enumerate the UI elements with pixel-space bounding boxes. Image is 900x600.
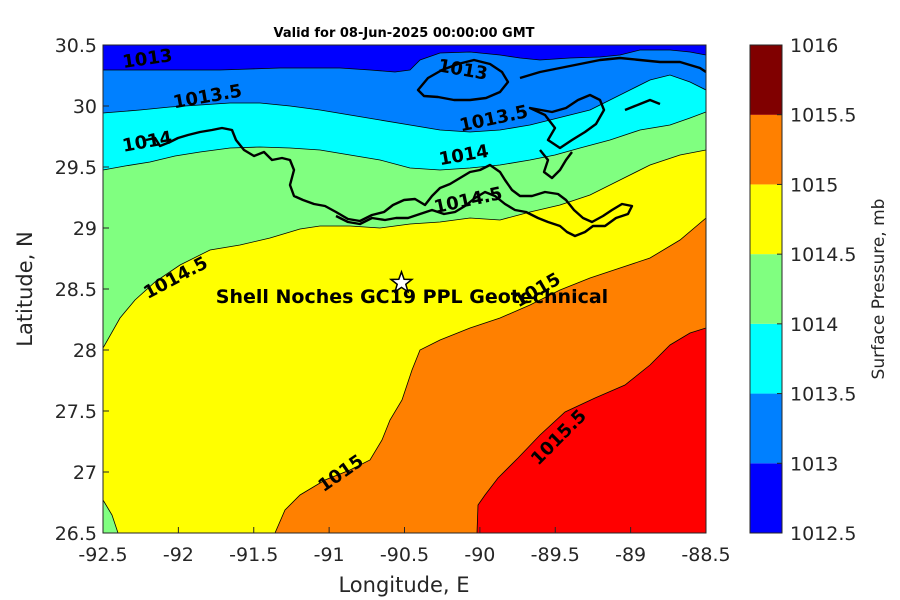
pressure-band-1012-5	[103, 45, 706, 72]
coastline-lake-pontchartrain	[416, 58, 510, 102]
contour-line-1013-5	[103, 74, 706, 133]
contour-line-1013	[103, 49, 706, 73]
colorbar-tick-label: 1013	[790, 453, 838, 475]
y-tick-label: 27	[73, 462, 97, 484]
colorbar-tick-label: 1015	[790, 174, 838, 196]
colorbar-swatch	[750, 114, 782, 185]
colorbar-tick-label: 1013.5	[790, 384, 856, 406]
colorbar-tick-label: 1015.5	[790, 105, 856, 127]
coastline-delta	[528, 93, 606, 150]
y-tick-label: 28	[73, 340, 97, 362]
x-axis: -92.5 -92 -91.5 -91 -90.5 -90 -89.5 -89 -88.5	[78, 527, 731, 566]
colorbar-swatch	[750, 323, 782, 394]
y-tick-label: 28.5	[55, 279, 97, 301]
plot-area: 1013 1013 1013.5 1013.5 1014 1014 1014.5…	[102, 44, 707, 534]
x-tick-label: -89.5	[531, 544, 580, 566]
colorbar: 1016 1015.5 1015 1014.5 1014 1013.5 1013 1012.5	[749, 35, 856, 545]
colorbar-swatch	[750, 45, 782, 115]
coastline-chandeleur	[624, 98, 661, 112]
colorbar-tick-label: 1014.5	[790, 244, 856, 266]
contour-line-1014	[103, 111, 706, 171]
x-tick-label: -92.5	[78, 544, 127, 566]
y-tick-label: 27.5	[55, 401, 97, 423]
x-tick-label: -89	[615, 544, 646, 566]
colorbar-tick-label: 1014	[790, 314, 838, 336]
colorbar-frame	[749, 44, 783, 534]
contour-line-1015-5	[476, 327, 706, 533]
x-tick-label: -88.5	[681, 544, 730, 566]
x-tick-label: -90	[464, 544, 495, 566]
site-star-icon	[388, 269, 414, 294]
colorbar-tick-label: 1016	[790, 35, 838, 57]
x-tick-label: -90.5	[380, 544, 429, 566]
x-tick-label: -91	[314, 544, 345, 566]
colorbar-label: Surface Pressure, mb	[869, 199, 889, 380]
colorbar-swatch	[750, 184, 782, 255]
x-tick-label: -91.5	[229, 544, 278, 566]
site-label: Shell Noches GC19 PPL Geotechnical	[216, 286, 608, 308]
y-axis: 30.5 30 29.5 29 28.5 28 27.5 27 26.5	[55, 35, 109, 545]
pressure-band-1014-lower-left	[103, 500, 118, 533]
colorbar-swatch	[750, 393, 782, 464]
coastline-mississippi-sound	[519, 56, 706, 80]
colorbar-swatch	[750, 254, 782, 324]
y-tick-label: 26.5	[55, 523, 97, 545]
contour-line-1015	[274, 217, 706, 533]
colorbar-swatch	[750, 463, 782, 533]
coastline	[145, 56, 706, 238]
y-tick-label: 29	[73, 218, 97, 240]
coastline-main	[145, 126, 634, 238]
x-axis-label: Longitude, E	[338, 573, 469, 597]
y-axis-label: Latitude, N	[13, 231, 37, 347]
y-tick-label: 30	[73, 96, 97, 118]
coastline-birdfoot	[539, 149, 573, 180]
colorbar-tick-label: 1012.5	[790, 523, 856, 545]
x-tick-label: -92	[163, 544, 194, 566]
y-tick-label: 29.5	[55, 157, 97, 179]
contour-line-1014-lower-left	[103, 499, 119, 533]
contour-lines	[103, 49, 706, 533]
plot-title: Valid for 08-Jun-2025 00:00:00 GMT	[274, 26, 535, 41]
contour-line-1014-5	[103, 149, 706, 349]
y-tick-label: 30.5	[55, 35, 97, 57]
